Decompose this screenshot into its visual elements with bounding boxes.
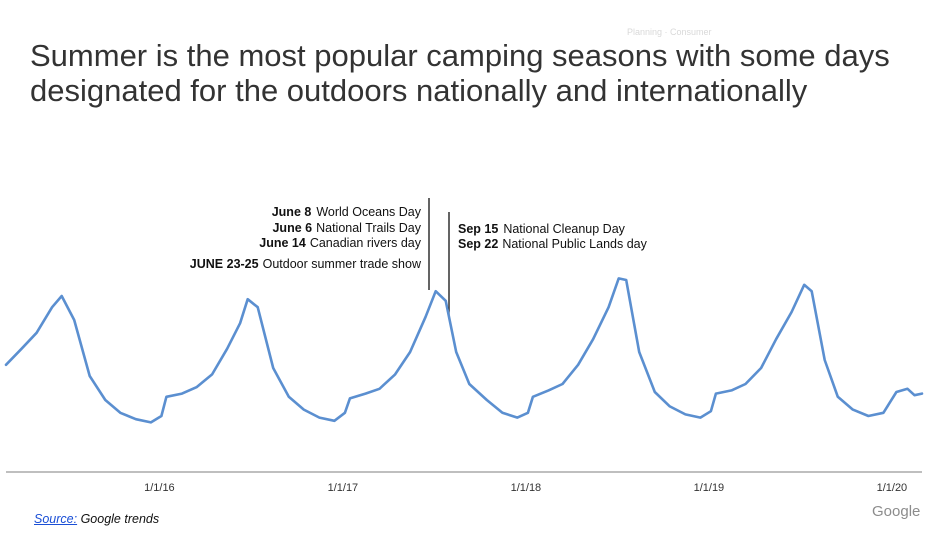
annotation-right-0: Sep 15 National Cleanup Day — [458, 222, 626, 236]
annotation-left-2: June 14 Canadian rivers day — [259, 236, 421, 250]
annotation-right-1-text: National Public Lands day — [502, 237, 647, 251]
page-title: Summer is the most popular camping seaso… — [30, 38, 890, 108]
annotation-right-1: Sep 22 National Public Lands day — [458, 237, 648, 251]
series-line-0 — [4, 277, 924, 424]
annotation-left-1-date: June 6 — [272, 221, 312, 235]
x-tick-labels: 1/1/16 1/1/17 1/1/18 1/1/19 1/1/20 — [144, 482, 907, 494]
source-note: Source: Google trends — [34, 512, 159, 526]
source-link[interactable]: Source: — [34, 512, 78, 526]
annotation-left-2-text: Canadian rivers day — [310, 236, 422, 250]
annotation-left-0: June 8 World Oceans Day — [272, 205, 422, 219]
x-tick-label: 1/1/17 — [328, 482, 359, 494]
annotation-left-1-text: National Trails Day — [316, 221, 422, 235]
annotation-left-3: JUNE 23-25 Outdoor summer trade show — [190, 257, 422, 271]
series-layer — [4, 277, 924, 424]
google-logo-text: Google — [872, 503, 921, 520]
x-tick-label: 1/1/16 — [144, 482, 175, 494]
x-tick-label: 1/1/20 — [877, 482, 908, 494]
annotation-left-3-date: JUNE 23-25 — [190, 257, 259, 271]
annotation-left-3-text: Outdoor summer trade show — [263, 257, 422, 271]
annotation-left-0-date: June 8 — [272, 205, 312, 219]
annotation-left-1: June 6 National Trails Day — [272, 221, 421, 235]
x-tick-label: 1/1/19 — [694, 482, 725, 494]
annotation-right-1-date: Sep 22 — [458, 237, 498, 251]
annotation-left-2-date: June 14 — [259, 236, 306, 250]
source-text: Google trends — [80, 512, 160, 526]
annotation-right-0-text: National Cleanup Day — [503, 222, 625, 236]
x-tick-label: 1/1/18 — [511, 482, 542, 494]
faint-header-label: Planning · Consumer — [627, 27, 712, 37]
annotation-right-0-date: Sep 15 — [458, 222, 498, 236]
annotation-left-0-text: World Oceans Day — [316, 205, 421, 219]
